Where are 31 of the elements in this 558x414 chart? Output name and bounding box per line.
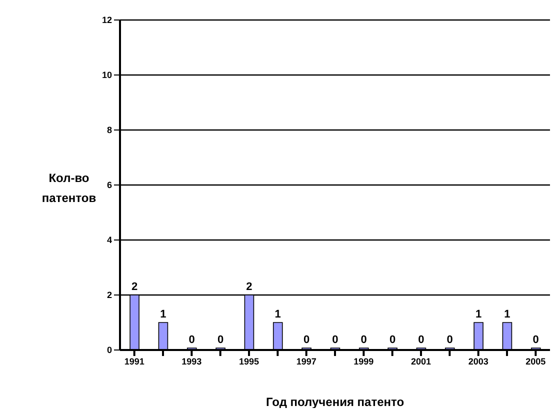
data-label: 0 — [532, 334, 539, 346]
x-tick-label: 2003 — [468, 356, 488, 366]
y-tick-label: 0 — [106, 345, 112, 356]
data-label: 1 — [475, 308, 482, 320]
x-tick-label: 1991 — [124, 356, 144, 366]
y-axis-title: Кол-во патентов — [42, 171, 96, 205]
y-tick-label: 6 — [106, 180, 112, 190]
x-tick-label: 1999 — [354, 356, 374, 366]
y-tick-label: 10 — [102, 70, 112, 80]
data-label: 0 — [446, 334, 453, 346]
data-label: 1 — [274, 308, 281, 320]
x-tick-label: 1993 — [182, 356, 202, 366]
data-label: 0 — [418, 334, 424, 346]
data-label: 0 — [389, 334, 396, 346]
y-tick-label: 2 — [106, 290, 112, 300]
data-label: 2 — [131, 281, 138, 293]
y-tick-label: 8 — [106, 125, 112, 136]
data-label: 0 — [217, 334, 224, 346]
x-tick-label: 1995 — [238, 356, 260, 366]
data-label: 2 — [246, 281, 252, 293]
y-tick-label: 12 — [102, 15, 112, 26]
data-label: 1 — [504, 308, 510, 320]
x-tick-label: 2001 — [410, 356, 432, 366]
x-tick-label: 2005 — [526, 356, 546, 366]
y-tick-label: 4 — [106, 235, 112, 246]
data-label: 1 — [160, 308, 166, 320]
x-tick-label: 1997 — [296, 356, 316, 366]
data-label: 0 — [188, 334, 195, 346]
data-label: 0 — [360, 334, 367, 346]
data-label: 0 — [303, 334, 310, 346]
data-label: 0 — [332, 334, 338, 346]
